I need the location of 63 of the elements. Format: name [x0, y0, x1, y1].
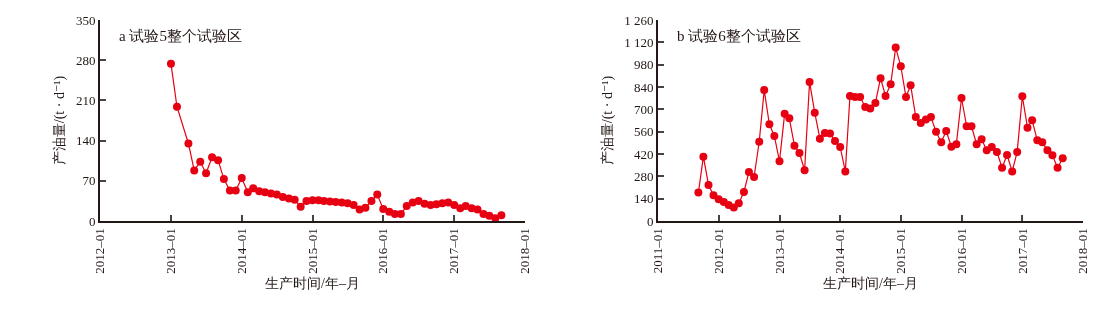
point	[190, 166, 199, 175]
x-tick-label: 2016–01	[375, 228, 391, 274]
point	[249, 184, 258, 193]
x-tick-label: 2018–01	[1075, 228, 1091, 274]
y-tick-label: 1 120	[624, 34, 654, 50]
y-tick-label: 70	[82, 173, 96, 189]
y-tick-label: 210	[75, 92, 96, 108]
y-tick-label: 980	[633, 57, 654, 73]
point	[243, 188, 252, 197]
point	[237, 173, 246, 182]
x-tick-label: 2016–01	[953, 228, 969, 274]
point	[184, 139, 193, 148]
point	[302, 196, 311, 205]
x-tick-label: 2015–01	[893, 228, 909, 274]
point	[497, 211, 506, 220]
point	[367, 196, 376, 205]
y-tick-label: 140	[633, 191, 654, 207]
text: a 试验5整个试验区	[119, 28, 242, 44]
point	[379, 204, 388, 213]
x-axis-title: 生产时间/年–月	[265, 275, 360, 291]
y-tick-label: 350	[75, 12, 96, 28]
point	[402, 202, 411, 211]
y-tick-label: 280	[75, 52, 96, 68]
y-axis-title: 产油量/(t · d⁻¹)	[52, 75, 68, 166]
x-tick-label: 2014–01	[233, 228, 249, 274]
x-axis-title: 生产时间/年–月	[823, 275, 918, 291]
x-tick-label: 2014–01	[832, 228, 848, 274]
x-tick-label: 2013–01	[771, 228, 787, 274]
y-tick-label: 0	[88, 213, 96, 229]
point	[296, 202, 305, 211]
y-tick-label: 560	[633, 124, 654, 140]
y-tick-label: 0	[646, 213, 654, 229]
x-tick-label: 2012–01	[92, 228, 108, 274]
y-tick-label: 840	[633, 79, 654, 95]
point	[196, 157, 205, 166]
x-tick-label: 2018–01	[517, 228, 533, 274]
y-tick-label: 700	[633, 101, 654, 117]
y-axis-title: 产油量/(t · d⁻¹)	[600, 75, 617, 166]
point	[172, 102, 181, 111]
y-tick-label: 280	[633, 168, 654, 184]
x-tick-label: 2017–01	[446, 228, 462, 274]
point	[208, 153, 217, 162]
point	[202, 169, 211, 178]
point	[349, 200, 358, 209]
point	[485, 211, 494, 220]
point	[450, 200, 459, 209]
x-tick-label: 2012–01	[710, 228, 726, 274]
point	[219, 175, 228, 184]
point	[290, 195, 299, 204]
y-tick-label: 420	[633, 146, 654, 162]
x-tick-label: 2013–01	[163, 228, 179, 274]
point	[373, 190, 382, 199]
text: b 试验6整个试验区	[677, 28, 801, 44]
point	[166, 59, 175, 68]
point	[473, 205, 482, 214]
x-tick-label: 2017–01	[1014, 228, 1030, 274]
x-tick-label: 2011–01	[650, 228, 666, 274]
x-tick-label: 2015–01	[304, 228, 320, 274]
point	[231, 186, 240, 195]
y-tick-label: 140	[75, 133, 96, 149]
y-tick-label: 1 260	[624, 12, 654, 28]
point	[361, 203, 370, 212]
point	[214, 156, 223, 165]
